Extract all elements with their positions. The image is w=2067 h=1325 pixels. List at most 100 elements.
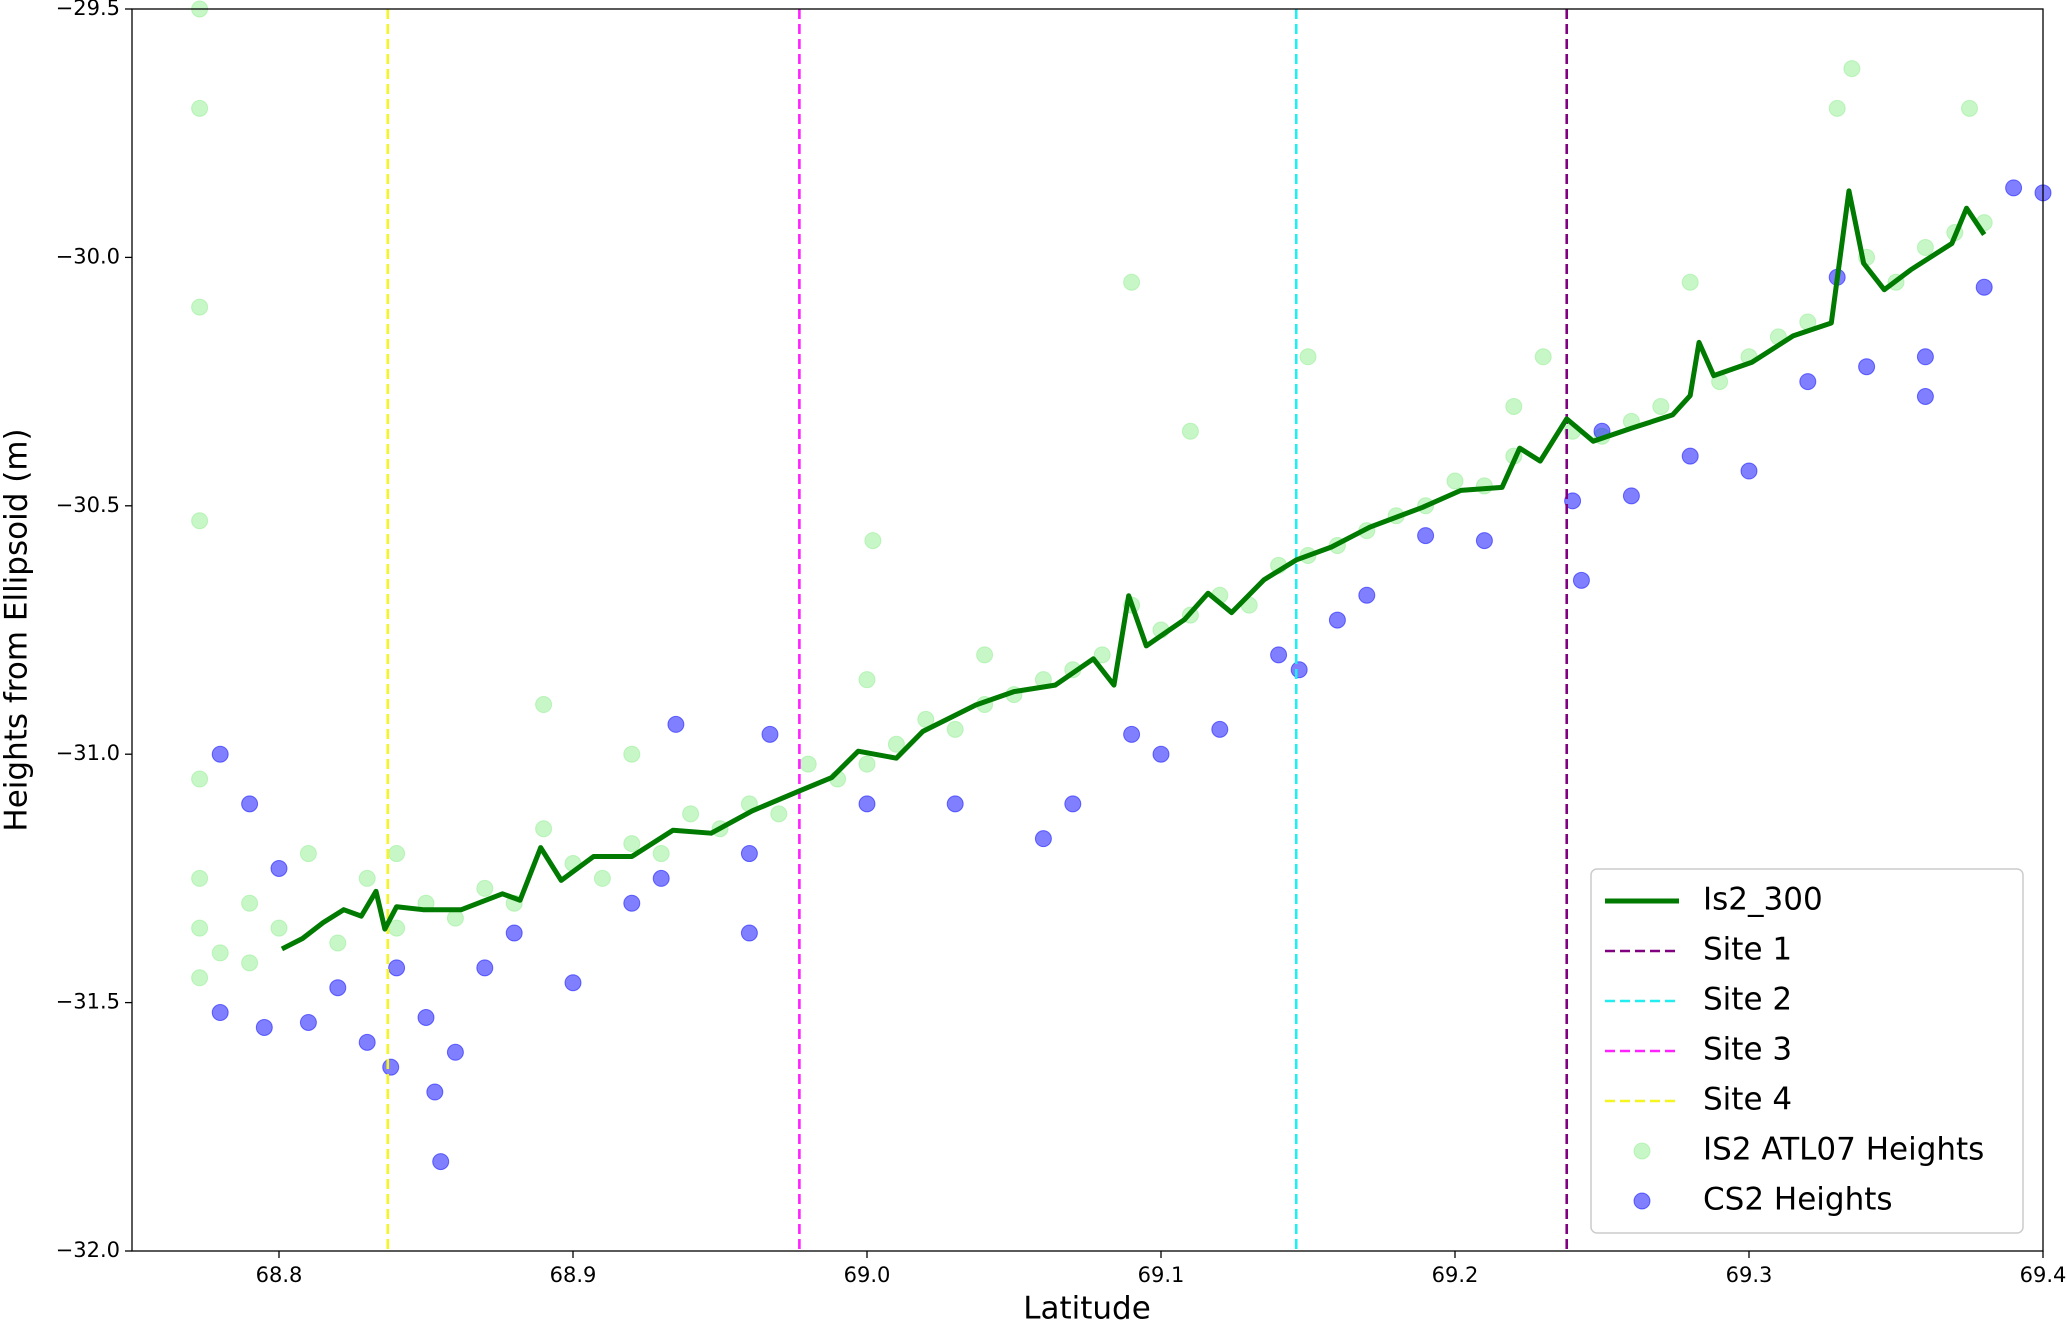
scatter-point <box>270 919 288 937</box>
y-tick-label: −30.5 <box>56 493 120 517</box>
scatter-point <box>761 725 779 743</box>
x-axis-label: Latitude <box>1023 1291 1151 1325</box>
scatter-point <box>299 845 317 863</box>
scatter-point <box>1290 661 1308 679</box>
scatter-point <box>211 1004 229 1022</box>
x-tick-label: 69.2 <box>1432 1263 1479 1287</box>
scatter-point <box>241 795 259 813</box>
legend-label: Site 1 <box>1703 932 1792 968</box>
scatter-point <box>770 805 788 823</box>
scatter-point <box>2005 179 2023 197</box>
scatter-point <box>358 869 376 887</box>
scatter-point <box>191 919 209 937</box>
scatter-point <box>1034 830 1052 848</box>
scatter-point <box>946 720 964 738</box>
scatter-point <box>564 974 582 992</box>
scatter-point <box>1064 795 1082 813</box>
scatter-point <box>1916 388 1934 406</box>
scatter-point <box>270 859 288 877</box>
scatter-point <box>1505 397 1523 415</box>
scatter-point <box>191 770 209 788</box>
x-tick-label: 68.8 <box>256 1263 303 1287</box>
scatter-point <box>1299 348 1317 366</box>
scatter-point <box>887 735 905 753</box>
scatter-point <box>652 869 670 887</box>
scatter-point <box>1123 725 1141 743</box>
scatter-point <box>1916 348 1934 366</box>
scatter-point <box>382 1058 400 1076</box>
y-tick-label: −31.5 <box>56 990 120 1014</box>
scatter-point <box>299 1013 317 1031</box>
scatter-point <box>432 1153 450 1171</box>
scatter-point <box>1740 462 1758 480</box>
plot-frame <box>131 8 2044 1252</box>
scatter-point <box>1123 273 1141 291</box>
scatter-point <box>858 795 876 813</box>
scatter-point <box>417 1009 435 1027</box>
scatter-point <box>864 532 882 550</box>
scatter-point <box>211 745 229 763</box>
scatter-point <box>191 512 209 530</box>
legend-handle <box>1633 1192 1651 1210</box>
x-tick-label: 69.3 <box>1726 1263 1773 1287</box>
scatter-point <box>1328 611 1346 629</box>
scatter-point <box>1572 571 1590 589</box>
legend-label: IS2 ATL07 Heights <box>1703 1132 1984 1168</box>
scatter-point <box>858 755 876 773</box>
scatter-point <box>1417 527 1435 545</box>
scatter-point <box>1858 358 1876 376</box>
scatter-point <box>740 845 758 863</box>
scatter-point <box>476 959 494 977</box>
scatter-point <box>535 696 553 714</box>
scatter-point <box>1358 586 1376 604</box>
x-tick-label: 69.4 <box>2020 1263 2067 1287</box>
legend-label: CS2 Heights <box>1703 1182 1893 1218</box>
y-tick-label: −29.5 <box>56 0 120 20</box>
scatter-point <box>255 1018 273 1036</box>
scatter-point <box>740 924 758 942</box>
scatter-point <box>1534 348 1552 366</box>
legend-label: Is2_300 <box>1703 882 1823 918</box>
scatter-point <box>1828 99 1846 117</box>
scatter-point <box>241 894 259 912</box>
scatter-point <box>1652 397 1670 415</box>
scatter-point <box>476 879 494 897</box>
x-tick-label: 68.9 <box>550 1263 597 1287</box>
scatter-point <box>1799 373 1817 391</box>
scatter-point <box>623 745 641 763</box>
plot-area <box>191 0 2052 1251</box>
scatter-point <box>1681 273 1699 291</box>
scatter-point <box>1093 646 1111 664</box>
y-tick-label: −32.0 <box>56 1238 120 1262</box>
legend-label: Site 2 <box>1703 982 1792 1018</box>
scatter-point <box>358 1033 376 1051</box>
legend-handle <box>1633 1142 1651 1160</box>
scatter-point <box>858 671 876 689</box>
scatter-point <box>505 924 523 942</box>
scatter-point <box>623 894 641 912</box>
scatter-point <box>388 845 406 863</box>
scatter-point <box>593 869 611 887</box>
y-axis-label: Heights from Ellipsoid (m) <box>0 428 35 831</box>
scatter-point <box>1622 487 1640 505</box>
scatter-point <box>1681 447 1699 465</box>
scatter-point <box>191 99 209 117</box>
scatter-point <box>446 1043 464 1061</box>
scatter-point <box>191 969 209 987</box>
scatter-point <box>946 795 964 813</box>
scatter-point <box>426 1083 444 1101</box>
scatter-point <box>1446 472 1464 490</box>
scatter-point <box>1843 60 1861 78</box>
scatter-point <box>191 869 209 887</box>
scatter-point <box>799 755 817 773</box>
scatter-point <box>241 954 259 972</box>
scatter-point <box>1152 745 1170 763</box>
scatter-point <box>329 934 347 952</box>
scatter-point <box>1181 422 1199 440</box>
scatter-point <box>652 845 670 863</box>
scatter-point <box>388 959 406 977</box>
line-series <box>280 188 1987 952</box>
legend-label: Site 3 <box>1703 1032 1792 1068</box>
scatter-point <box>329 979 347 997</box>
